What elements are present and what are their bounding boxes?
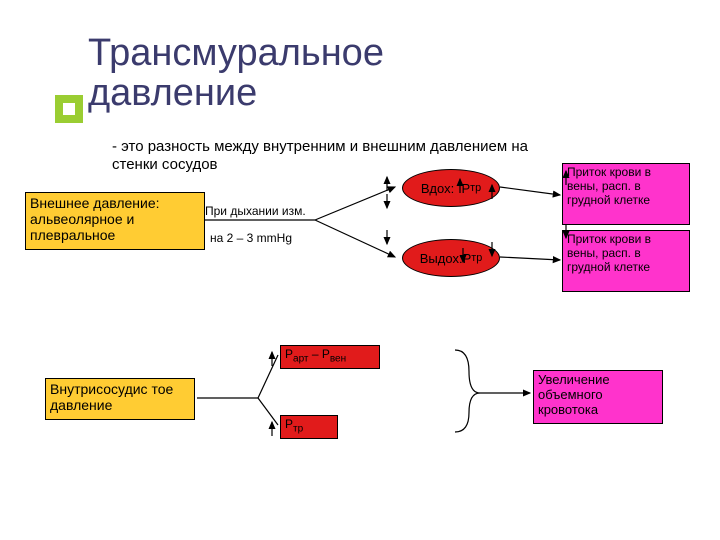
- intravascular-box: Внутрисосудис тое давление: [45, 378, 195, 420]
- exhale-p-sub: тр: [471, 252, 482, 264]
- formula-box: Pарт – Pвен: [280, 345, 380, 369]
- increase-flow-label: Увеличение объемного кровотока: [538, 372, 610, 417]
- increase-flow-box: Увеличение объемного кровотока: [533, 370, 663, 424]
- title-line1: Трансмуральное: [88, 32, 384, 74]
- exhale-label: Выдох:: [420, 251, 463, 266]
- inhale-label: Вдох:: [421, 181, 454, 196]
- subtitle: - это разность между внутренним и внешни…: [112, 138, 562, 174]
- inflow-up-box: Приток крови в вены, расп. в грудной кле…: [562, 163, 690, 225]
- inhale-p: P: [461, 181, 470, 196]
- inhale-ellipse: Вдох: Pтр: [402, 169, 500, 207]
- title-accent-inner-icon: [63, 103, 75, 115]
- inflow-down-label: Приток крови в вены, расп. в грудной кле…: [567, 232, 651, 274]
- formula-sub2: вен: [330, 353, 346, 364]
- intravascular-label: Внутрисосудис тое давление: [50, 381, 173, 413]
- inflow-up-label: Приток крови в вены, расп. в грудной кле…: [567, 165, 651, 207]
- exhale-ellipse: Выдох:Pтр: [402, 239, 500, 277]
- formula-minus: – P: [309, 347, 330, 361]
- ptr-p: P: [285, 417, 293, 431]
- ptr-box: Pтр: [280, 415, 338, 439]
- page-title: Трансмуральноедавление: [88, 34, 384, 114]
- breathing-note-1: При дыхании изм.: [205, 205, 306, 218]
- exhale-p: P: [463, 251, 472, 266]
- ptr-sub: тр: [293, 423, 303, 434]
- formula-sub1: арт: [293, 353, 308, 364]
- inhale-p-sub: тр: [470, 182, 481, 194]
- external-pressure-label: Внешнее давление: альвеолярное и плеврал…: [30, 195, 160, 243]
- formula-p1: P: [285, 347, 293, 361]
- title-line2: давление: [88, 72, 257, 114]
- inflow-down-box: Приток крови в вены, расп. в грудной кле…: [562, 230, 690, 292]
- external-pressure-box: Внешнее давление: альвеолярное и плеврал…: [25, 192, 205, 250]
- breathing-note-2: на 2 – 3 mmHg: [210, 232, 292, 245]
